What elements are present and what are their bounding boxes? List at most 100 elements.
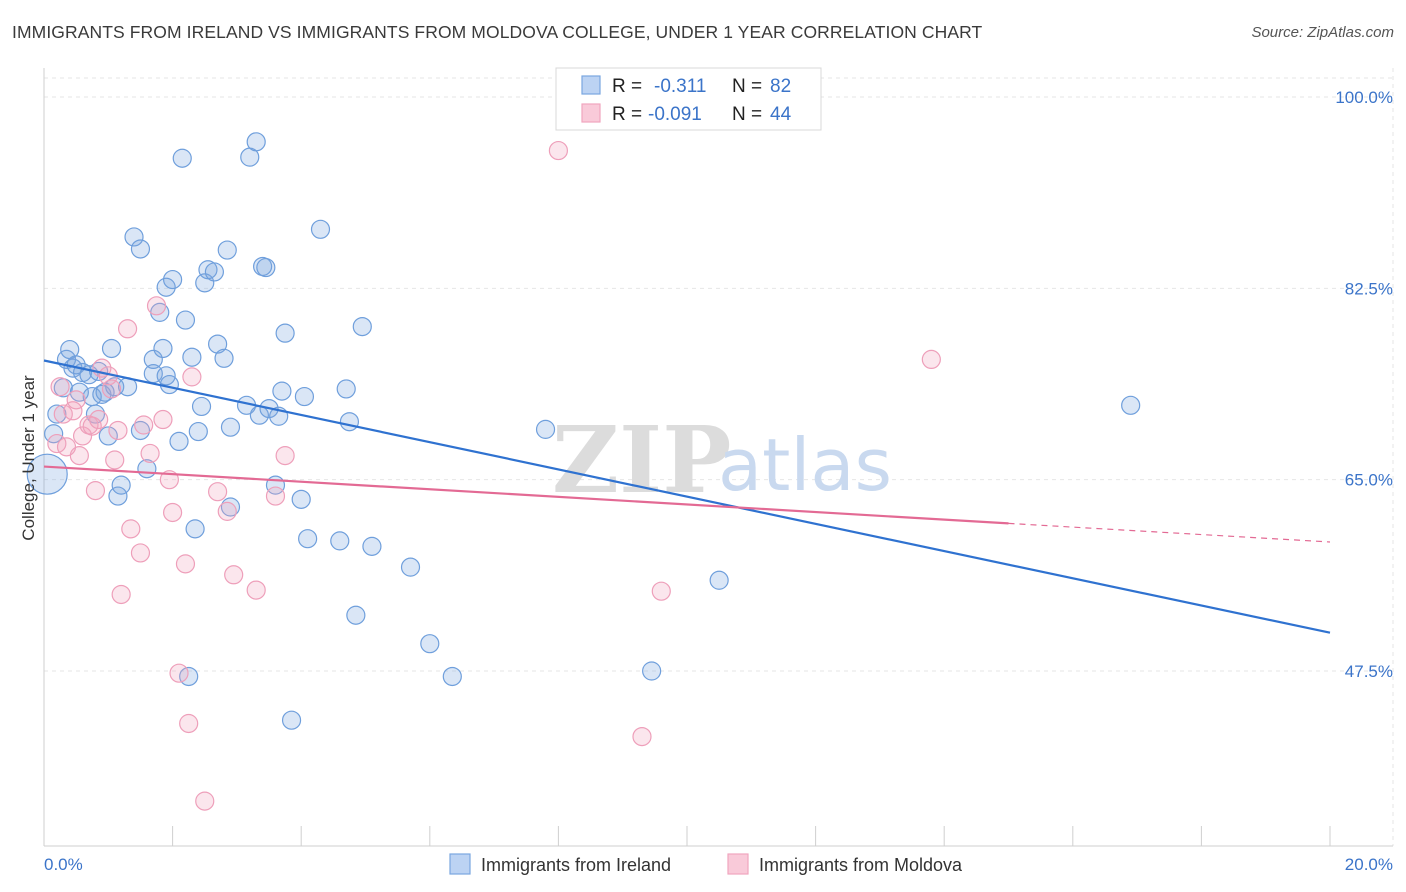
y-tick-label-0: 100.0% <box>1335 88 1393 107</box>
series-moldova-points <box>47 140 941 811</box>
ireland-point-73 <box>420 634 440 654</box>
ireland-point-30 <box>156 277 176 297</box>
ireland-point-41 <box>191 396 212 417</box>
moldova-point-37 <box>275 446 295 466</box>
moldova-point-29 <box>179 713 199 734</box>
legend-n-value-ireland: 82 <box>770 76 791 97</box>
moldova-point-40 <box>651 581 671 601</box>
bottom-legend-label-ireland: Immigrants from Ireland <box>481 855 671 875</box>
ireland-point-22 <box>124 227 144 247</box>
ireland-point-40 <box>188 421 208 442</box>
ireland-point-20 <box>111 475 131 495</box>
moldova-point-23 <box>146 296 167 316</box>
moldova-point-26 <box>163 502 183 523</box>
moldova-point-28 <box>175 554 196 574</box>
legend-swatch-moldova <box>581 103 601 123</box>
trend-lines <box>43 359 1331 634</box>
moldova-point-4 <box>63 401 83 421</box>
chart-title: IMMIGRANTS FROM IRELAND VS IMMIGRANTS FR… <box>12 22 983 42</box>
x-tick-labels: 0.0% 20.0% <box>44 855 1393 874</box>
ireland-point-24 <box>130 420 151 441</box>
moldova-point-22 <box>140 443 160 464</box>
moldova-point-39 <box>632 726 652 747</box>
moldova-point-16 <box>108 420 128 441</box>
moldova-point-34 <box>224 565 244 585</box>
bottom-legend-label-moldova: Immigrants from Moldova <box>759 855 963 875</box>
moldova-point-31 <box>195 791 215 811</box>
bottom-legend-swatch-ireland <box>449 853 471 875</box>
ireland-point-19 <box>108 486 128 506</box>
legend-box: R = -0.311 N = 82 R = -0.091 N = 44 <box>555 67 822 131</box>
moldova-point-19 <box>121 519 141 539</box>
moldova-point-6 <box>69 446 89 466</box>
ireland-point-65 <box>310 219 331 239</box>
legend-r-value-ireland: -0.311 <box>654 76 706 97</box>
ireland-point-59 <box>272 381 292 401</box>
moldova-point-10 <box>85 481 106 501</box>
legend-n-label-moldova: N = <box>732 104 762 125</box>
ireland-point-27 <box>143 349 163 369</box>
ireland-point-36 <box>175 310 196 330</box>
ireland-point-76 <box>642 661 662 681</box>
axes <box>43 68 1393 847</box>
moldova-point-7 <box>72 426 93 446</box>
moldova-point-30 <box>182 367 202 387</box>
moldova-point-15 <box>105 450 125 470</box>
ireland-point-46 <box>214 348 234 368</box>
legend-r-label-moldova: R = <box>612 104 642 125</box>
moldova-point-41 <box>921 349 941 369</box>
moldova-point-38 <box>548 140 569 161</box>
ireland-point-74 <box>442 666 462 687</box>
ireland-point-49 <box>220 417 241 437</box>
ireland-point-32 <box>159 374 179 395</box>
bottom-legend-swatch-moldova <box>727 853 749 875</box>
ireland-point-71 <box>362 536 382 556</box>
ireland-point-29 <box>153 338 173 359</box>
legend-swatch-ireland <box>581 75 601 95</box>
ireland-point-67 <box>336 379 356 399</box>
ireland-point-70 <box>352 317 372 337</box>
ireland-point-69 <box>346 605 366 625</box>
ireland-point-23 <box>130 239 151 259</box>
legend-n-label-ireland: N = <box>732 76 762 97</box>
ireland-point-66 <box>330 531 350 551</box>
moldova-point-20 <box>130 543 151 563</box>
series-ireland-points <box>26 132 1141 730</box>
y-tick-label-3: 47.5% <box>1345 662 1393 681</box>
ireland-point-55 <box>256 257 276 278</box>
moldova-point-35 <box>246 580 266 600</box>
moldova-point-11 <box>89 409 109 430</box>
ireland-point-77 <box>709 570 729 590</box>
ireland-point-33 <box>163 269 183 290</box>
ireland-point-68 <box>339 412 360 432</box>
moldova-point-1 <box>50 377 70 397</box>
ireland-point-44 <box>204 262 224 282</box>
moldova-point-36 <box>265 486 286 506</box>
ireland-point-12 <box>85 404 106 424</box>
moldova-point-32 <box>208 482 228 502</box>
ireland-point-78 <box>1121 395 1141 415</box>
ireland-point-0 <box>26 453 68 495</box>
ireland-point-35 <box>172 148 192 168</box>
ireland-point-2 <box>47 404 67 424</box>
moldova-point-18 <box>117 319 138 339</box>
trend-line-moldova-dashed <box>1008 522 1331 543</box>
ireland-point-75 <box>535 419 556 439</box>
moldova-point-33 <box>217 501 237 521</box>
y-tick-label-1: 82.5% <box>1345 279 1393 298</box>
trend-line-ireland <box>43 359 1331 634</box>
ireland-point-34 <box>169 431 189 451</box>
ireland-point-63 <box>294 386 315 407</box>
watermark-zip: ZIP <box>552 406 731 514</box>
legend-n-value-moldova: 44 <box>770 104 792 125</box>
moldova-point-14 <box>101 379 122 399</box>
legend-r-label-ireland: R = <box>612 76 642 97</box>
ireland-point-60 <box>275 323 295 343</box>
ireland-point-38 <box>182 347 202 367</box>
y-tick-labels: 100.0% 82.5% 65.0% 47.5% <box>1335 88 1393 681</box>
ireland-point-62 <box>291 489 311 509</box>
ireland-point-45 <box>208 334 228 354</box>
y-axis-label: College, Under 1 year <box>19 375 38 541</box>
moldova-point-17 <box>111 584 131 605</box>
watermark-atlas: atlas <box>718 423 892 507</box>
